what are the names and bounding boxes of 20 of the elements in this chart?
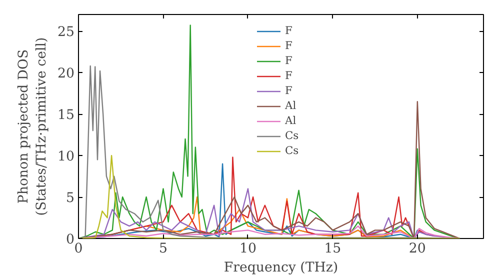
legend-label: Al — [285, 114, 298, 127]
x-axis-title: Frequency (THz) — [224, 260, 338, 276]
y-axis-title: Phonon projected DOS (States/THz·primitive cell) — [16, 37, 50, 216]
x-tick-label: 15 — [324, 242, 342, 256]
legend-label: F — [285, 69, 294, 82]
y-tick-label: 20 — [58, 66, 75, 82]
y-tick-label: 25 — [58, 25, 75, 40]
x-tick-label: 10 — [239, 242, 256, 256]
y-tick-label: 15 — [58, 108, 75, 124]
legend-label: F — [285, 54, 294, 67]
legend-label: Cs — [285, 129, 300, 142]
legend-label: F — [285, 39, 294, 52]
x-tick-label: 5 — [158, 242, 168, 256]
legend-label: Al — [285, 99, 298, 112]
legend-label: Cs — [285, 144, 300, 157]
y-tick-label: 5 — [66, 191, 75, 206]
x-tick-label: 20 — [408, 242, 426, 256]
legend-label: F — [285, 24, 294, 37]
y-tick-label: 10 — [58, 150, 75, 165]
legend-label: F — [285, 84, 294, 97]
